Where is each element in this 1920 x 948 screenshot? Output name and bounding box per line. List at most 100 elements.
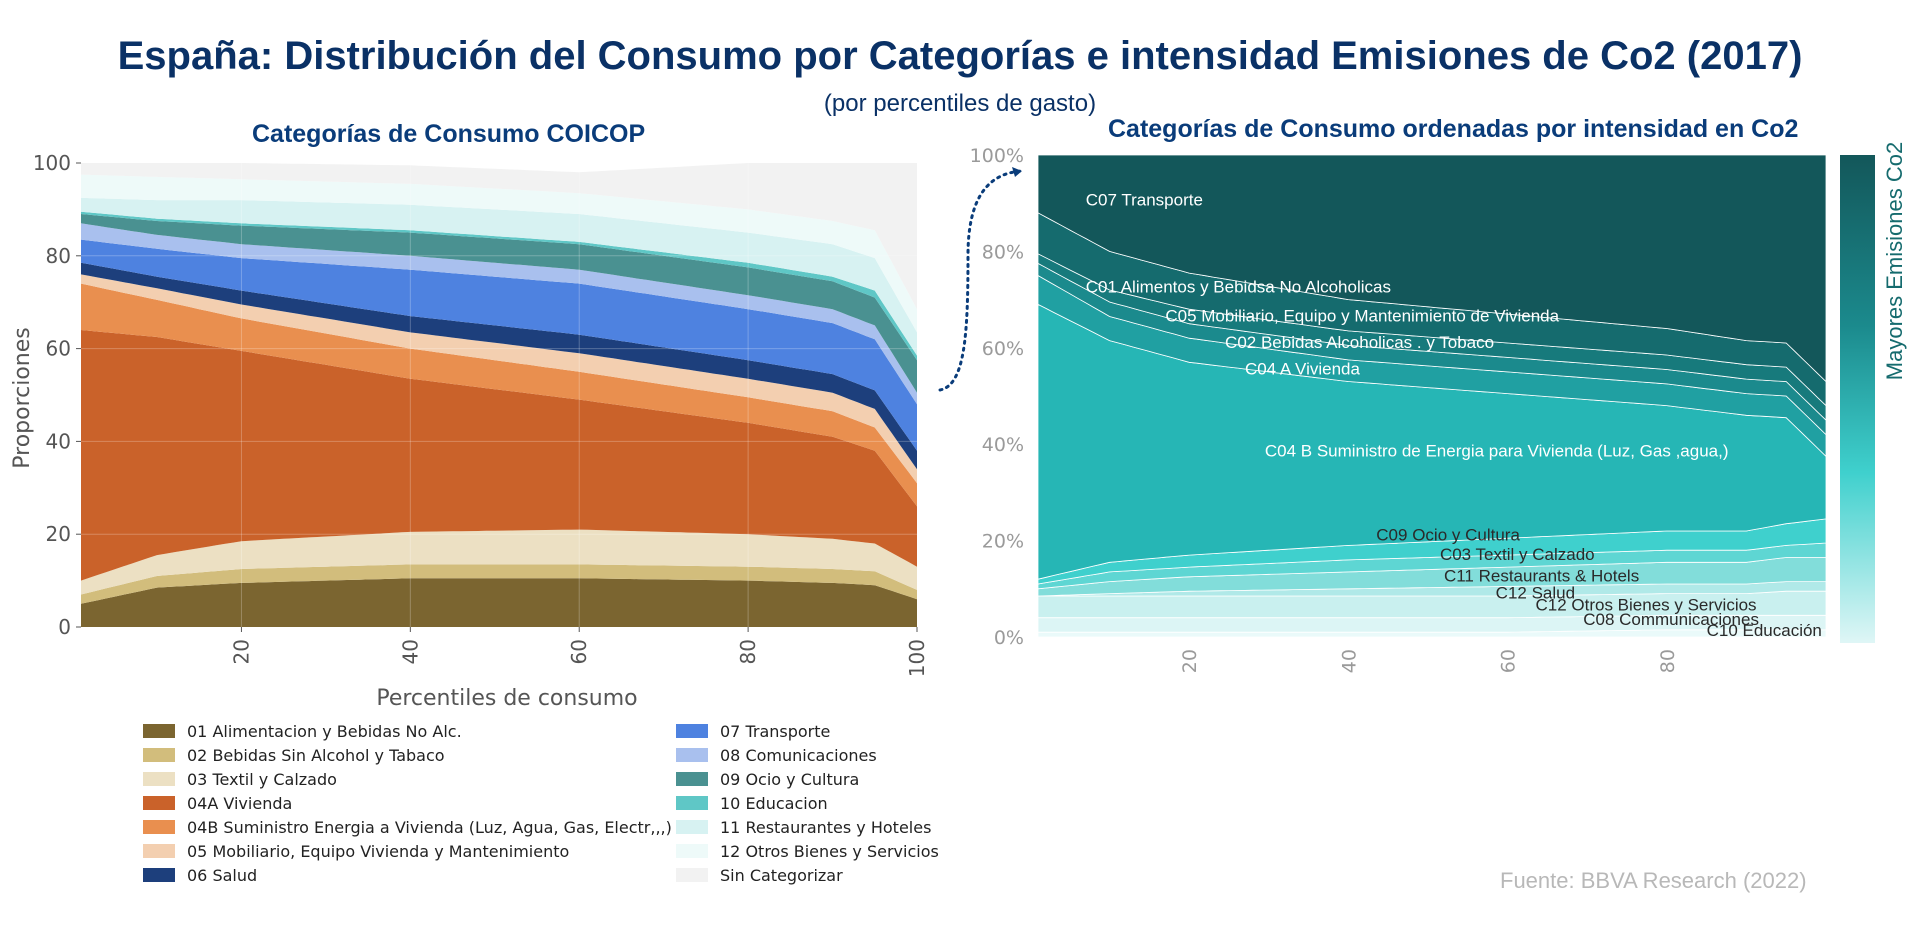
legend-label: 01 Alimentacion y Bebidas No Alc. xyxy=(187,721,462,741)
legend-item-11-restaurantes-y-hoteles: 11 Restaurantes y Hoteles xyxy=(676,815,939,839)
y-tick-label: 20 xyxy=(46,522,71,546)
y-tick-label: 60 xyxy=(46,337,71,361)
area-02-bebidas-sin-alcohol-y-tabaco xyxy=(81,564,917,604)
legend-swatch xyxy=(676,724,708,738)
legend-swatch xyxy=(143,724,175,738)
annotation-c11-restaurants-hotels: C11 Restaurants & Hotels xyxy=(1444,567,1639,586)
legend-label: 08 Comunicaciones xyxy=(720,745,877,765)
legend-swatch xyxy=(143,748,175,762)
legend-label: 10 Educacion xyxy=(720,793,828,813)
colorbar-label: Mayores Emisiones Co2 xyxy=(1882,142,1907,380)
y-tick-label: 80 xyxy=(46,244,71,268)
legend-swatch xyxy=(676,796,708,810)
x-tick-label: 60 xyxy=(1498,649,1520,673)
y-tick-label: 0 xyxy=(58,615,71,639)
legend-item-10-educacion: 10 Educacion xyxy=(676,791,939,815)
legend-swatch xyxy=(143,796,175,810)
legend-column-left: 01 Alimentacion y Bebidas No Alc. 02 Bebi… xyxy=(143,719,672,887)
legend-label: 09 Ocio y Cultura xyxy=(720,769,860,789)
annotation-c08-communicaciones: C08 Communicaciones xyxy=(1583,610,1759,629)
area-07-transporte xyxy=(81,239,917,451)
legend-label: 02 Bebidas Sin Alcohol y Tabaco xyxy=(187,745,445,765)
legend-swatch xyxy=(143,820,175,834)
annotation-c05-mobiliario-equipo-y-mantenimiento-de-vivienda: C05 Mobiliario, Equipo y Mantenimiento d… xyxy=(1165,306,1559,325)
legend-item-02-bebidas-sin-alcohol-y-tabaco: 02 Bebidas Sin Alcohol y Tabaco xyxy=(143,743,672,767)
annotation-c02-bebidas-alcoholicas-y-tobaco: C02 Bebidas Alcoholicas . y Tobaco xyxy=(1225,333,1494,352)
y-tick-label: 80% xyxy=(982,241,1024,263)
legend-item-08-comunicaciones: 08 Comunicaciones xyxy=(676,743,939,767)
legend-label: 06 Salud xyxy=(187,865,258,885)
y-tick-label: 40% xyxy=(982,434,1024,456)
area-12-otros-bienes-y-servicios xyxy=(81,174,917,333)
legend-label: 05 Mobiliario, Equipo Vivienda y Manteni… xyxy=(187,841,570,861)
legend-item-sin-categorizar: Sin Categorizar xyxy=(676,863,939,887)
annotation-c09-ocio-y-cultura: C09 Ocio y Cultura xyxy=(1376,526,1520,545)
area-09-ocio-y-cultura xyxy=(81,214,917,393)
x-axis-label: Percentiles de consumo xyxy=(376,686,637,711)
left-chart-title: Categorías de Consumo COICOP xyxy=(252,120,646,148)
area-04a-vivienda xyxy=(81,330,917,581)
legend-item-03-textil-y-calzado: 03 Textil y Calzado xyxy=(143,767,672,791)
legend-item-09-ocio-y-cultura: 09 Ocio y Cultura xyxy=(676,767,939,791)
area-11-restaurantes-y-hoteles xyxy=(81,197,917,356)
annotation-c04-a-vivienda: C04 A Vivienda xyxy=(1245,359,1361,378)
legend-item-04a-vivienda: 04A Vivienda xyxy=(143,791,672,815)
colorbar xyxy=(1840,155,1875,643)
x-tick-label: 40 xyxy=(398,639,422,664)
legend-item-07-transporte: 07 Transporte xyxy=(676,719,939,743)
y-tick-label: 100% xyxy=(970,145,1024,167)
legend-item-01-alimentacion-y-bebidas-no-alc: 01 Alimentacion y Bebidas No Alc. xyxy=(143,719,672,743)
coicop-stacked-area-chart: 0 20 40 60 80 100 20 40 60 80 100 Percentiles de co… xyxy=(10,151,929,711)
legend-swatch xyxy=(143,844,175,858)
annotation-c07-transporte: C07 Transporte xyxy=(1086,191,1203,210)
area-04b-suministro-energia-a-vivienda-luz-agua-gas-electr xyxy=(81,283,917,507)
x-tick-label: 80 xyxy=(736,639,760,664)
legend-swatch xyxy=(676,748,708,762)
legend-swatch xyxy=(676,772,708,786)
legend-label: 11 Restaurantes y Hoteles xyxy=(720,817,932,837)
x-tick-label: 20 xyxy=(229,639,253,664)
co2-intensity-stacked-area-chart: 0% 20% 40% 60% 80% 100% 20 40 60 80 Mayores Emisio… xyxy=(938,142,1907,673)
annotation-c04-b-suministro-de-energia-para-vivienda-luz-gas-agua: C04 B Suministro de Energia para Viviend… xyxy=(1265,441,1729,460)
area-c07-transporte xyxy=(1037,154,1827,383)
legend-swatch xyxy=(676,820,708,834)
y-tick-label: 100 xyxy=(33,151,71,175)
legend-item-05-mobiliario-equipo-vivienda-y-mantenimiento: 05 Mobiliario, Equipo Vivienda y Manteni… xyxy=(143,839,672,863)
legend-item-12-otros-bienes-y-servicios: 12 Otros Bienes y Servicios xyxy=(676,839,939,863)
y-tick-label: 0% xyxy=(994,627,1024,649)
area-sin-categorizar xyxy=(81,163,917,310)
x-tick-label: 40 xyxy=(1338,649,1360,673)
x-tick-label: 80 xyxy=(1657,649,1679,673)
annotation-c12-otros-bienes-y-servicios: C12 Otros Bienes y Servicios xyxy=(1535,595,1756,614)
source-note: Fuente: BBVA Research (2022) xyxy=(1500,868,1807,893)
legend-label: 04A Vivienda xyxy=(187,793,293,813)
annotation-c01-alimentos-y-bebidsa-no-alcoholicas: C01 Alimentos y Bebidsa No Alcoholicas xyxy=(1086,277,1391,296)
page-title: España: Distribución del Consumo por Cat… xyxy=(117,34,1803,78)
y-axis-label: Proporciones xyxy=(10,327,35,469)
x-tick-label: 60 xyxy=(567,639,591,664)
legend-column-right: 07 Transporte 08 Comunicaciones 09 Ocio y … xyxy=(676,719,939,887)
legend-swatch xyxy=(676,844,708,858)
legend-label: 12 Otros Bienes y Servicios xyxy=(720,841,939,861)
legend-label: 04B Suministro Energia a Vivienda (Luz, … xyxy=(187,817,672,837)
annotation-c10-educacion: C10 Educación xyxy=(1707,621,1822,640)
legend-label: 03 Textil y Calzado xyxy=(187,769,337,789)
y-tick-label: 60% xyxy=(982,338,1024,360)
legend-swatch xyxy=(143,868,175,882)
legend-item-06-salud: 06 Salud xyxy=(143,863,672,887)
legend-label: Sin Categorizar xyxy=(720,865,843,885)
area-01-alimentacion-y-bebidas-no-alc xyxy=(81,578,917,627)
legend-item-04b-suministro-energia-a-vivienda-luz-agua-gas-electr: 04B Suministro Energia a Vivienda (Luz, … xyxy=(143,815,672,839)
y-tick-label: 20% xyxy=(982,531,1024,553)
connector-arrow xyxy=(938,169,1024,392)
legend-swatch xyxy=(676,868,708,882)
annotation-c12-salud: C12 Salud xyxy=(1496,583,1575,602)
area-05-mobiliario-equipo-vivienda-y-mantenimiento xyxy=(81,274,917,484)
right-chart-title: Categorías de Consumo ordenadas por inte… xyxy=(1108,115,1799,143)
x-tick-label: 100 xyxy=(905,639,929,677)
y-tick-label: 40 xyxy=(46,429,71,453)
area-03-textil-y-calzado xyxy=(81,529,917,595)
area-06-salud xyxy=(81,262,917,470)
legend-swatch xyxy=(143,772,175,786)
x-tick-label: 20 xyxy=(1179,649,1201,673)
